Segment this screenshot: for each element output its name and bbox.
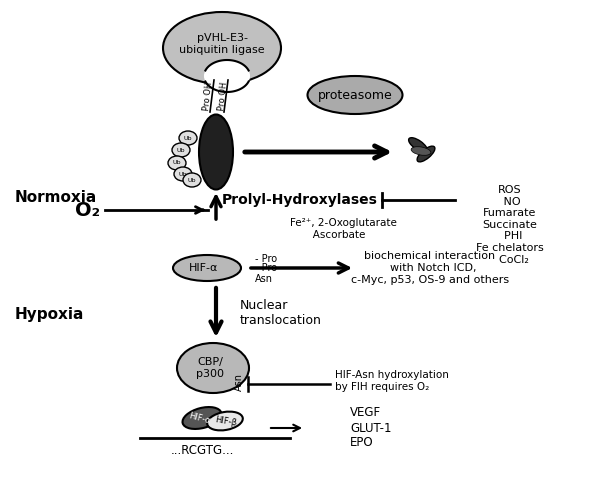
Text: Prolyl-Hydroxylases: Prolyl-Hydroxylases <box>222 193 378 207</box>
Text: ROS
 NO
Fumarate
Succinate
  PHI
Fe chelators
  CoCl₂: ROS NO Fumarate Succinate PHI Fe chelato… <box>476 185 544 264</box>
Text: Nuclear
translocation: Nuclear translocation <box>240 299 322 327</box>
Text: Asn: Asn <box>234 373 244 391</box>
Text: ...RCGTG...: ...RCGTG... <box>170 444 234 456</box>
Text: - Pro: - Pro <box>255 254 277 264</box>
Text: Asn: Asn <box>255 274 273 284</box>
Ellipse shape <box>183 173 201 187</box>
Text: O₂: O₂ <box>76 201 101 220</box>
Text: Ub: Ub <box>173 161 181 165</box>
Ellipse shape <box>179 131 197 145</box>
Ellipse shape <box>172 143 190 157</box>
Text: HIF-α: HIF-α <box>189 263 219 273</box>
Text: biochemical interaction
  with Notch ICD,
c-Myc, p53, OS-9 and others: biochemical interaction with Notch ICD, … <box>351 251 509 285</box>
Text: Ub: Ub <box>184 136 192 141</box>
Ellipse shape <box>174 167 192 181</box>
Ellipse shape <box>411 147 431 155</box>
Ellipse shape <box>183 407 221 429</box>
Ellipse shape <box>409 138 427 152</box>
Ellipse shape <box>204 60 250 92</box>
Ellipse shape <box>308 76 402 114</box>
Ellipse shape <box>199 115 233 189</box>
Ellipse shape <box>163 12 281 84</box>
Ellipse shape <box>168 156 186 170</box>
Text: proteasome: proteasome <box>318 88 392 102</box>
Text: Ub: Ub <box>177 147 185 152</box>
Ellipse shape <box>177 343 249 393</box>
Text: HIF-α: HIF-α <box>188 411 212 425</box>
Text: - Pro: - Pro <box>255 263 277 273</box>
Text: Hypoxia: Hypoxia <box>15 307 84 323</box>
Text: pVHL-E3-
ubiquitin ligase: pVHL-E3- ubiquitin ligase <box>179 33 265 55</box>
Text: Fe²⁺, 2-Oxoglutarate
       Ascorbate: Fe²⁺, 2-Oxoglutarate Ascorbate <box>290 218 397 240</box>
Text: Pro OH: Pro OH <box>202 81 214 111</box>
Text: HIF-β: HIF-β <box>214 415 237 427</box>
Text: VEGF
GLUT-1
EPO: VEGF GLUT-1 EPO <box>350 407 392 449</box>
Text: HIF-Asn hydroxylation
by FIH requires O₂: HIF-Asn hydroxylation by FIH requires O₂ <box>335 370 449 392</box>
Ellipse shape <box>417 146 435 162</box>
Text: CBP/
p300: CBP/ p300 <box>196 357 224 379</box>
Ellipse shape <box>207 411 243 430</box>
Text: Ub: Ub <box>178 171 187 177</box>
Text: Ub: Ub <box>188 178 196 183</box>
Text: Pro OH: Pro OH <box>217 81 229 111</box>
Text: Normoxia: Normoxia <box>15 190 97 205</box>
Ellipse shape <box>173 255 241 281</box>
